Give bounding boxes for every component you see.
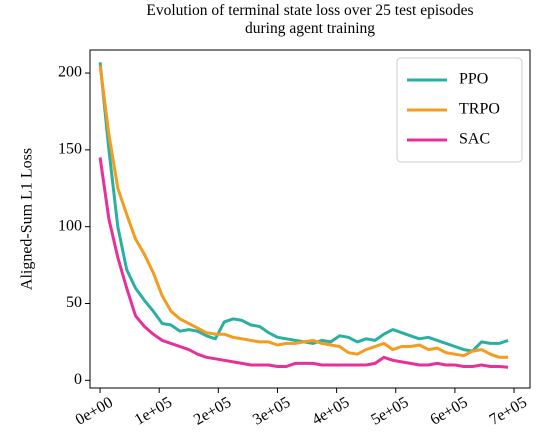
y-tick-label: 50: [66, 294, 82, 311]
plot-frame: [89, 49, 531, 389]
x-tick-label: 5e+05: [368, 394, 411, 429]
line-series: [98, 157, 509, 369]
legend-box: [396, 57, 523, 163]
x-tick-label: 1e+05: [132, 394, 175, 429]
legend: PPO TRPO SAC: [396, 57, 523, 163]
legend-label: PPO: [459, 71, 488, 88]
x-tick-label: 0e+00: [73, 394, 116, 429]
chart-title: Evolution of terminal state loss over 25…: [146, 2, 474, 37]
x-tick-label: 7e+05: [487, 394, 530, 429]
x-tick-label: 2e+05: [191, 394, 234, 429]
x-tick-label: 4e+05: [309, 394, 352, 429]
y-tick-label: 100: [58, 217, 82, 234]
legend-label: SAC: [459, 131, 490, 148]
x-tick-label: 3e+05: [250, 394, 293, 429]
line-series: [98, 65, 509, 359]
legend-label: TRPO: [459, 101, 500, 118]
y-tick-label: 0: [74, 371, 82, 388]
y-tick-label: 200: [58, 64, 82, 81]
x-tick-label: 6e+05: [427, 394, 470, 429]
y-tick-label: 150: [58, 141, 82, 158]
y-axis-label: Aligned-Sum L1 Loss: [19, 148, 36, 290]
